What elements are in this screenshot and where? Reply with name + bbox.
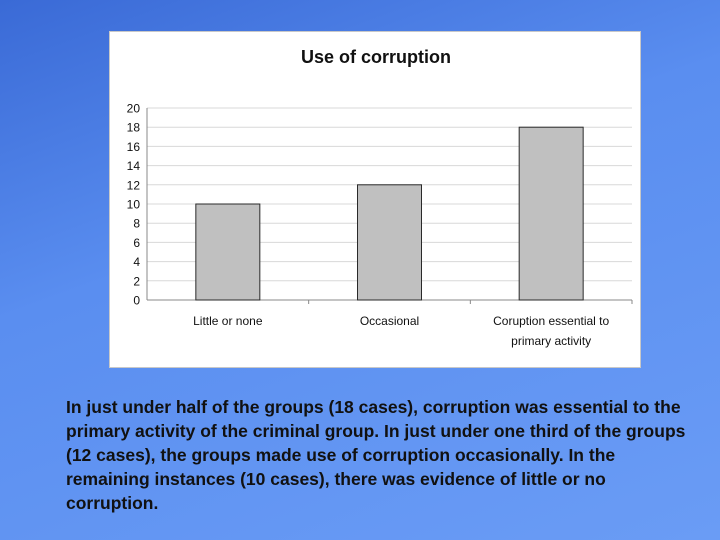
bar xyxy=(357,184,422,301)
x-tick-label: Coruption essential to primary activity xyxy=(493,314,609,348)
caption-text: In just under half of the groups (18 cas… xyxy=(66,397,686,513)
y-tick-label: 12 xyxy=(127,178,141,192)
x-tick-label-line: Coruption essential to xyxy=(493,314,609,328)
x-tick-label-line: Occasional xyxy=(360,314,419,328)
y-tick-label: 18 xyxy=(127,121,141,135)
chart-title: Use of corruption xyxy=(301,47,451,67)
y-tick-label: 10 xyxy=(127,198,141,212)
bar-chart: Use of corruption 0 2 4 6 8 10 12 14 16 18 20 Littl… xyxy=(127,47,633,348)
x-tick-label-line: Little or none xyxy=(193,314,263,328)
y-tick-label: 4 xyxy=(133,255,140,269)
chart-panel: Use of corruption 0 2 4 6 8 10 12 14 16 18 20 Littl… xyxy=(109,31,641,368)
x-tick-label: Occasional xyxy=(360,314,419,328)
y-tick-label: 14 xyxy=(127,159,141,173)
bar xyxy=(195,203,261,301)
y-tick-label: 2 xyxy=(133,274,140,288)
x-tick-label: Little or none xyxy=(193,314,263,328)
x-tick-label-line: primary activity xyxy=(511,334,591,348)
y-tick-label: 16 xyxy=(127,140,141,154)
y-tick-label: 6 xyxy=(133,236,140,250)
y-tick-label: 20 xyxy=(127,102,141,116)
bar xyxy=(518,126,584,301)
y-tick-label: 8 xyxy=(133,217,140,231)
y-tick-label: 0 xyxy=(133,294,140,308)
